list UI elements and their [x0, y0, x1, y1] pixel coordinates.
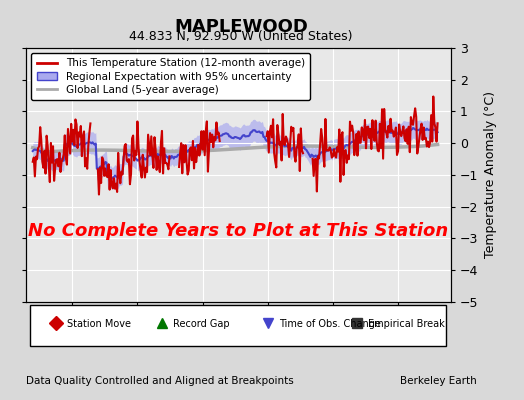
Text: Berkeley Earth: Berkeley Earth	[400, 376, 477, 386]
Text: Empirical Break: Empirical Break	[368, 319, 445, 329]
Text: Station Move: Station Move	[67, 319, 130, 329]
FancyBboxPatch shape	[30, 305, 446, 346]
Text: Record Gap: Record Gap	[172, 319, 230, 329]
Text: No Complete Years to Plot at This Station: No Complete Years to Plot at This Statio…	[28, 222, 449, 240]
Legend: This Temperature Station (12-month average), Regional Expectation with 95% uncer: This Temperature Station (12-month avera…	[31, 53, 310, 100]
Text: MAPLEWOOD: MAPLEWOOD	[174, 18, 308, 36]
Y-axis label: Temperature Anomaly (°C): Temperature Anomaly (°C)	[484, 92, 497, 258]
Text: Data Quality Controlled and Aligned at Breakpoints: Data Quality Controlled and Aligned at B…	[26, 376, 294, 386]
Text: 44.833 N, 92.950 W (United States): 44.833 N, 92.950 W (United States)	[129, 30, 353, 43]
Text: Time of Obs. Change: Time of Obs. Change	[279, 319, 380, 329]
